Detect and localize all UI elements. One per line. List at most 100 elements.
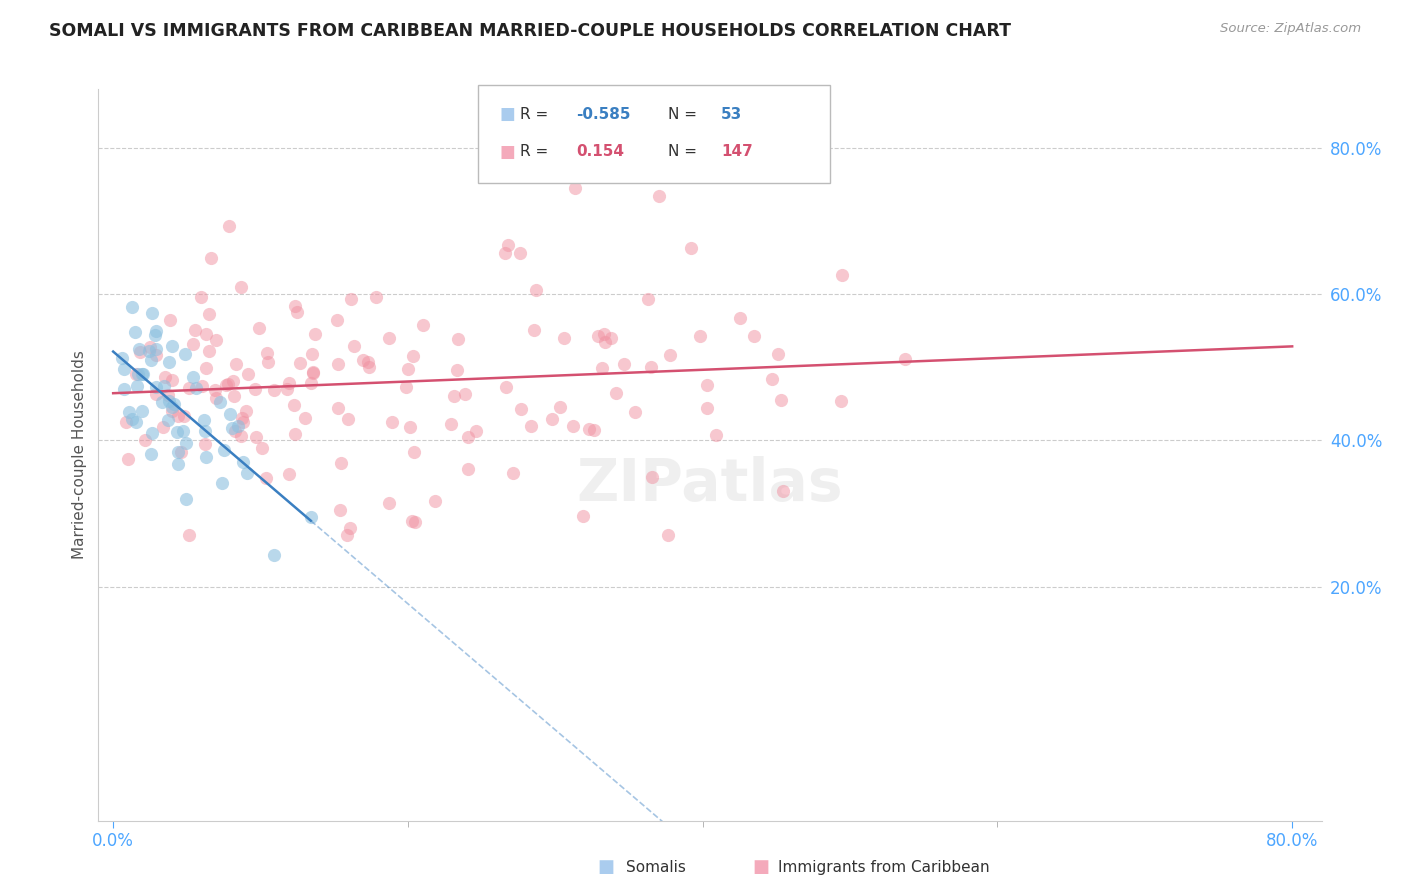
Point [301,347,323,361]
Point [326,312,349,326]
Point [761,372,783,386]
Point [637,292,659,306]
Point [401,514,423,528]
Point [540,411,562,425]
Point [181,370,204,384]
Point [145,325,167,339]
Point [336,412,359,426]
Point [194,326,217,341]
Point [398,420,420,434]
Point [194,436,217,450]
Point [257,355,280,369]
Text: R =: R = [520,145,548,159]
Point [225,357,247,371]
Point [219,407,242,421]
Point [205,333,228,347]
Point [278,467,301,481]
Point [193,413,215,427]
Point [578,119,600,133]
Point [143,328,166,343]
Point [138,343,160,358]
Point [141,447,163,461]
Point [118,405,141,419]
Point [222,374,245,388]
Point [772,483,794,498]
Text: R =: R = [520,107,548,121]
Point [425,493,447,508]
Point [145,380,167,394]
Point [396,361,419,376]
Point [238,367,260,381]
Point [696,401,718,416]
Point [509,246,531,260]
Point [153,378,176,392]
Text: -0.585: -0.585 [576,107,631,121]
Point [247,320,270,334]
Point [190,290,212,304]
Point [446,363,468,377]
Text: N =: N = [668,145,697,159]
Point [224,389,246,403]
Point [152,420,174,434]
Point [124,325,146,339]
Point [454,387,477,401]
Point [141,306,163,320]
Point [328,357,350,371]
Point [404,515,426,529]
Point [302,366,325,380]
Point [174,346,197,360]
Point [132,367,155,381]
Point [591,360,613,375]
Point [245,382,267,396]
Point [232,415,254,429]
Text: 53: 53 [721,107,742,121]
Point [184,323,207,337]
Point [340,292,363,306]
Text: 0.154: 0.154 [576,145,624,159]
Text: ZIPatlas: ZIPatlas [576,456,844,513]
Point [564,181,586,195]
Point [284,427,307,442]
Point [236,467,259,481]
Point [457,430,479,444]
Point [304,326,326,341]
Point [440,417,463,431]
Point [256,345,278,359]
Point [198,343,221,358]
Point [145,387,167,401]
Point [211,476,233,491]
Point [657,528,679,542]
Point [153,369,176,384]
Point [157,394,180,409]
Point [299,376,322,390]
Point [177,528,200,542]
Point [174,491,197,506]
Text: Somalis: Somalis [626,860,686,874]
Point [457,462,479,476]
Point [770,393,793,408]
Point [217,377,239,392]
Point [659,348,682,362]
Point [115,415,138,429]
Point [194,424,217,438]
Point [728,310,751,325]
Point [641,470,664,484]
Point [127,367,149,381]
Point [111,351,134,366]
Point [205,391,228,405]
Point [498,238,520,252]
Point [446,332,468,346]
Point [184,381,207,395]
Point [121,412,143,426]
Point [624,405,647,419]
Point [156,387,179,401]
Y-axis label: Married-couple Households: Married-couple Households [72,351,87,559]
Point [553,331,575,345]
Point [173,409,195,423]
Point [766,347,789,361]
Point [166,425,188,439]
Point [172,425,194,439]
Point [294,411,316,425]
Point [357,360,380,375]
Point [592,327,614,342]
